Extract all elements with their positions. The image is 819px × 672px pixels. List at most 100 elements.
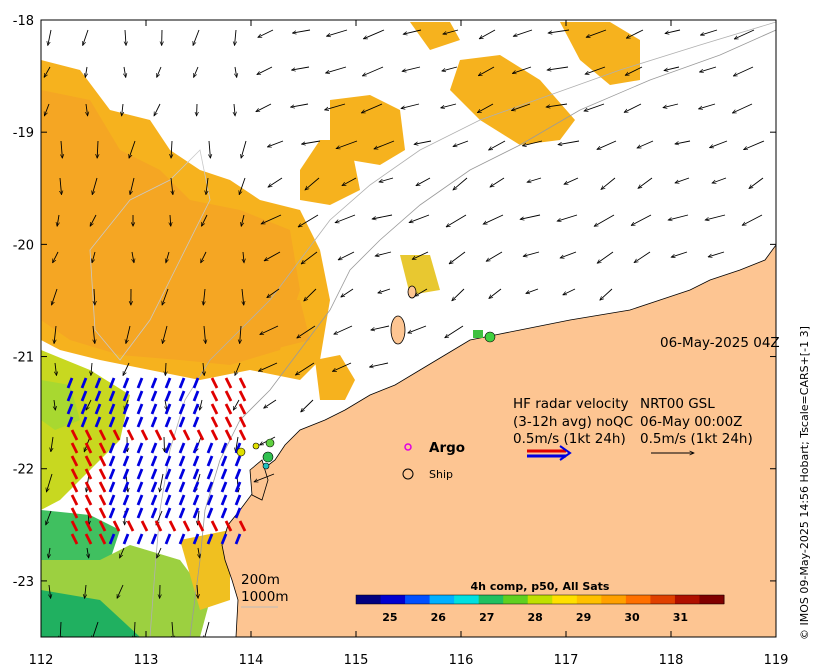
current-arrow	[260, 325, 279, 335]
radar-vector	[192, 403, 200, 415]
current-arrow	[243, 251, 244, 263]
current-arrow	[116, 584, 124, 598]
current-arrow	[257, 66, 273, 75]
radar-vector	[136, 468, 144, 480]
current-arrow	[91, 362, 92, 376]
current-arrow	[445, 325, 464, 338]
current-arrow	[631, 214, 652, 226]
radar-vector	[80, 390, 88, 402]
current-arrow	[546, 103, 568, 107]
current-arrow	[92, 177, 98, 195]
radar-vector	[136, 455, 144, 467]
colorbar-segment	[650, 595, 676, 604]
argo-float-marker	[236, 447, 246, 457]
island	[390, 315, 406, 345]
current-arrow	[242, 288, 244, 305]
radar-vector	[84, 468, 93, 480]
current-arrow	[48, 29, 52, 45]
radar-vector	[206, 481, 214, 493]
x-tick-label: 115	[344, 653, 369, 668]
radar-vector	[210, 403, 219, 415]
current-arrow	[624, 103, 642, 113]
colorbar-tick-label: 31	[673, 611, 688, 624]
current-arrow	[61, 140, 62, 158]
radar-vector	[196, 520, 205, 532]
radar-vector	[108, 468, 116, 480]
current-arrow	[446, 214, 467, 227]
current-arrow	[52, 288, 58, 305]
radar-vector	[84, 455, 93, 467]
current-arrow	[412, 251, 429, 260]
radar-vector	[178, 442, 186, 454]
radar-vector	[168, 520, 177, 532]
current-arrow	[304, 288, 317, 301]
radar-vector	[70, 494, 79, 506]
radar-vector	[178, 533, 186, 545]
radar-vector	[192, 416, 200, 428]
radar-vector	[206, 442, 214, 454]
current-arrow	[54, 399, 55, 410]
sst-patches	[41, 22, 640, 400]
radar-vector	[98, 468, 107, 480]
colorbar-segment	[601, 595, 627, 604]
colorbar-segment	[380, 595, 406, 604]
radar-vector	[164, 390, 172, 402]
radar-vector	[234, 507, 242, 519]
x-tick-label: 117	[554, 653, 579, 668]
radar-vector	[206, 455, 214, 467]
current-arrow	[520, 214, 541, 219]
colorbar-tick-label: 27	[479, 611, 494, 624]
current-arrow	[85, 399, 92, 410]
radar-vector	[136, 507, 144, 519]
radar-vector	[154, 520, 163, 532]
current-arrow	[126, 325, 131, 344]
contour-200m-label: 200m	[241, 572, 280, 588]
radar-vector	[66, 416, 74, 428]
current-arrow	[486, 251, 503, 261]
current-arrow	[301, 399, 314, 412]
current-arrow	[258, 362, 278, 372]
radar-vector	[164, 442, 172, 454]
current-arrow	[490, 177, 505, 187]
current-arrow	[378, 288, 391, 293]
radar-vector	[220, 507, 228, 519]
current-arrow	[92, 251, 96, 263]
radar-vector	[150, 494, 158, 506]
current-arrow	[699, 103, 716, 109]
colorbar-tick-label: 29	[576, 611, 591, 624]
colorbar-tick-label: 30	[624, 611, 640, 624]
current-arrow	[94, 288, 95, 305]
current-arrow	[60, 177, 62, 195]
radar-vector	[98, 429, 107, 441]
current-arrow	[236, 436, 239, 452]
current-arrow	[708, 251, 725, 257]
radar-vector	[220, 442, 228, 454]
radar-vector	[224, 403, 233, 415]
current-arrow	[291, 66, 310, 70]
current-arrow	[124, 66, 126, 77]
radar-vector	[136, 442, 144, 454]
radar-vector	[164, 507, 172, 519]
radar-vector	[94, 390, 102, 402]
current-arrow	[295, 362, 315, 375]
current-arrow	[54, 325, 56, 344]
radar-vector	[192, 507, 200, 519]
current-arrow	[83, 29, 89, 45]
radar-vector	[150, 403, 158, 415]
current-arrow	[513, 29, 533, 36]
colorbar-segment	[454, 595, 480, 604]
radar-vector	[164, 377, 172, 389]
current-arrow	[52, 251, 59, 263]
radar-vector	[238, 520, 247, 532]
current-arrow	[162, 325, 168, 344]
radar-vector	[108, 403, 116, 415]
current-arrow	[362, 66, 384, 77]
current-arrow	[733, 66, 754, 77]
radar-vector	[122, 377, 130, 389]
radar-vector	[178, 416, 186, 428]
radar-vector	[224, 390, 233, 402]
current-arrow	[600, 288, 613, 300]
radar-vector	[122, 416, 130, 428]
current-arrow	[132, 251, 134, 263]
current-arrow	[258, 29, 274, 38]
